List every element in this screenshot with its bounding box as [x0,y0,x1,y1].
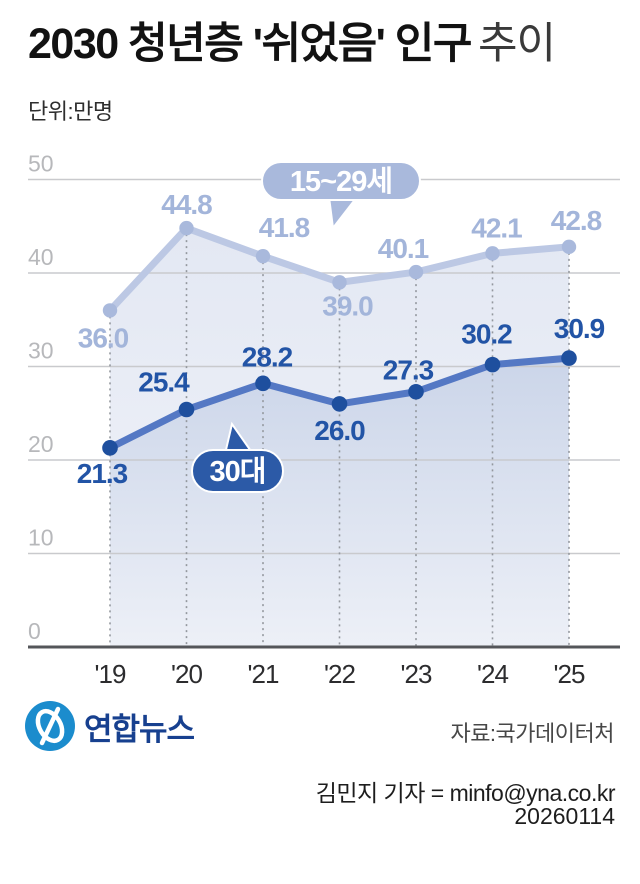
yonhap-logo: 연합뉴스 [24,700,195,752]
value-label: 26.0 [314,415,365,446]
series-callout-0: 15~29세 [261,161,421,231]
data-point [179,220,194,236]
logo-wordmark: 연합뉴스 [84,711,195,747]
page-title: 2030 청년층 '쉬었음' 인구 추이 [28,18,556,72]
y-tick-label: 10 [28,525,54,551]
data-point [255,375,271,392]
x-tick-label: '22 [324,659,355,689]
data-point [178,401,195,418]
value-label: 44.8 [161,189,212,220]
callout-label: 30대 [210,455,266,488]
series-labels-0: 36.0 44.8 41.8 39.040.1 42.1 42.8 [78,189,603,353]
series-labels-1: 21.3 25.4 28.2 26.0 27.3 30.2 30.9 [77,313,606,489]
callout-label: 15~29세 [290,165,392,198]
value-label: 21.3 [77,458,128,489]
publish-date: 20260114 [514,803,615,829]
value-label: 36.0 [78,322,129,353]
value-label: 25.4 [138,367,190,398]
value-label: 27.3 [383,355,434,386]
x-tick-label: '23 [401,659,432,689]
unit-label: 단위:만명 [28,99,113,124]
data-point [102,303,118,318]
data-point [561,239,577,255]
x-tick-label: '21 [248,659,279,689]
data-point [561,350,577,366]
data-point [485,246,500,261]
x-tick-label: '24 [477,659,508,689]
reporter-byline: 김민지 기자 = minfo@yna.co.kr [315,780,616,806]
y-tick-label: 0 [28,618,41,644]
value-label: 28.2 [242,341,293,372]
data-point [484,356,501,373]
y-tick-label: 40 [28,244,54,270]
series-line-1 [102,350,577,456]
data-point [255,248,271,264]
value-label: 30.2 [461,319,512,350]
data-point [102,440,118,456]
line-chart-svg: 36.0 44.8 41.8 39.040.1 42.1 42.8 21.3 25.4 28.2… [28,151,620,689]
data-point [408,383,424,400]
y-tick-label: 20 [28,431,54,457]
data-point [331,396,348,412]
series-callout-1: 30대 [191,421,284,493]
series-line-0 [102,220,577,318]
value-label: 30.9 [554,313,605,344]
x-tick-label: '20 [171,659,202,689]
x-tick-label: '19 [95,659,126,689]
data-point [332,275,347,290]
value-label: 42.1 [471,212,522,243]
page-title-main: 2030 청년층 '쉬었음' 인구 [28,20,472,68]
page-title-trailing: 추이 [477,20,556,68]
source-credit: 자료:국가데이터처 [450,721,614,746]
value-label: 40.1 [378,233,429,264]
trend-chart: 36.0 44.8 41.8 39.0 40.1 42.1 42.8 21.3 25.4 28.2… [0,140,640,700]
data-point [408,264,424,280]
value-label: 39.0 [322,290,373,321]
area-series-1 [110,358,569,647]
value-label: 41.8 [259,212,310,243]
y-tick-label: 30 [28,338,54,364]
value-label: 42.8 [551,205,602,236]
yonhap-logo-icon [25,701,75,751]
x-tick-label: '25 [554,659,585,689]
y-tick-label: 50 [28,151,54,177]
